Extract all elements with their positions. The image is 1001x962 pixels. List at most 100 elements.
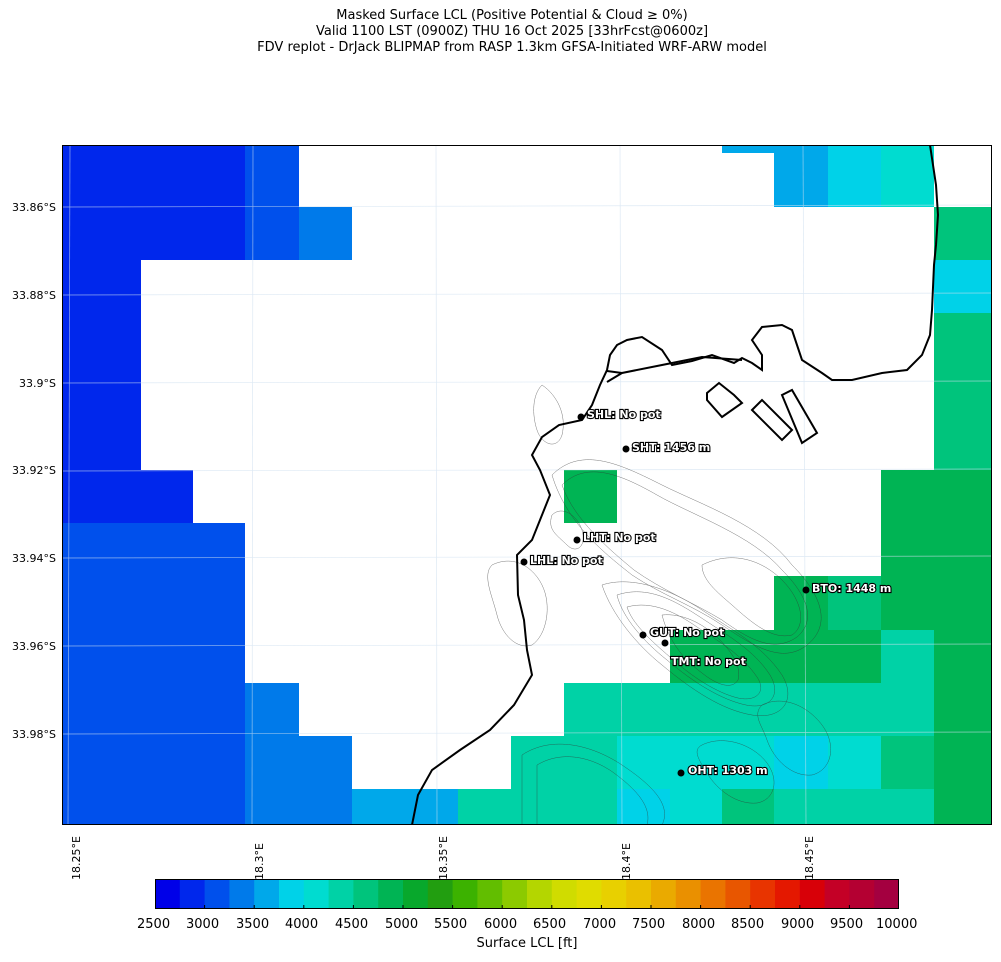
field-cell bbox=[774, 736, 828, 789]
map-border bbox=[62, 145, 992, 825]
colorbar-segment bbox=[849, 879, 875, 909]
site-label: BTO: 1448 m bbox=[812, 582, 891, 595]
field-cell bbox=[722, 789, 774, 825]
colorbar-segment bbox=[378, 879, 404, 909]
y-tick-label: 33.88°S bbox=[12, 289, 56, 302]
colorbar-segment bbox=[725, 879, 751, 909]
field-cell bbox=[299, 736, 352, 825]
x-tick-label: 18.3°E bbox=[253, 843, 266, 880]
colorbar-segment bbox=[204, 879, 230, 909]
map-title: Masked Surface LCL (Positive Potential &… bbox=[0, 8, 1001, 56]
colorbar-segment bbox=[700, 879, 726, 909]
colorbar-tick-label: 2500 bbox=[137, 917, 171, 932]
colorbar-tick-label: 5500 bbox=[434, 917, 468, 932]
masked-cell bbox=[141, 260, 245, 470]
colorbar-segment bbox=[626, 879, 652, 909]
field-cell bbox=[881, 736, 934, 789]
y-tick-label: 33.92°S bbox=[12, 464, 56, 477]
sites-layer bbox=[520, 413, 810, 777]
field-cell bbox=[617, 736, 774, 789]
site-labels: SHL: No pot SHT: 1456 m LHT: No pot LHL:… bbox=[529, 407, 893, 778]
site-marker[interactable] bbox=[577, 413, 585, 421]
site-label: SHL: No pot bbox=[587, 408, 661, 421]
y-tick-label: 33.96°S bbox=[12, 640, 56, 653]
colorbar-segment bbox=[155, 879, 181, 909]
field-cell bbox=[299, 207, 352, 260]
x-tick-label: 18.25°E bbox=[70, 836, 83, 880]
site-marker[interactable] bbox=[622, 445, 630, 453]
harbour-structures bbox=[606, 355, 819, 445]
site-marker[interactable] bbox=[520, 558, 528, 566]
field-cell bbox=[934, 207, 992, 260]
y-tick-label: 33.98°S bbox=[12, 728, 56, 741]
colorbar-segment bbox=[353, 879, 379, 909]
field-cell bbox=[828, 145, 881, 207]
colorbar-segment bbox=[477, 879, 503, 909]
field-cell bbox=[245, 145, 299, 260]
site-marker[interactable] bbox=[802, 586, 810, 594]
colorbar-segment bbox=[750, 879, 776, 909]
field-cell bbox=[564, 470, 617, 523]
field-cell bbox=[881, 145, 934, 207]
field-cell bbox=[245, 683, 299, 825]
field-cell bbox=[62, 145, 245, 260]
colorbar-segment bbox=[651, 879, 677, 909]
x-tick-label: 18.45°E bbox=[803, 836, 816, 880]
colorbar-tick-label: 6500 bbox=[533, 917, 567, 932]
colorbar-segment bbox=[427, 879, 454, 909]
site-marker[interactable] bbox=[573, 536, 581, 544]
site-label: LHT: No pot bbox=[583, 531, 656, 544]
colorbar-segment bbox=[775, 879, 801, 909]
x-tick-label: 18.35°E bbox=[437, 836, 450, 880]
field-cell bbox=[670, 630, 881, 683]
map-panel[interactable]: SHL: No pot SHT: 1456 m LHT: No pot LHL:… bbox=[62, 145, 992, 825]
field-cell bbox=[617, 789, 671, 825]
title-line-1: Masked Surface LCL (Positive Potential &… bbox=[336, 8, 688, 23]
field-cell bbox=[881, 789, 934, 825]
y-tick-label: 33.94°S bbox=[12, 552, 56, 565]
colorbar-tick-label: 8500 bbox=[731, 917, 765, 932]
coastline bbox=[411, 145, 940, 825]
colorbar-segment bbox=[303, 879, 330, 909]
colorbar-label: Surface LCL [ft] bbox=[476, 936, 578, 951]
site-label: LHL: No pot bbox=[530, 554, 603, 567]
colorbar-tick-label: 7500 bbox=[632, 917, 666, 932]
site-marker[interactable] bbox=[661, 639, 669, 647]
field-cell bbox=[828, 576, 881, 630]
colorbar-segment bbox=[452, 879, 478, 909]
colorbar-tick-label: 3000 bbox=[186, 917, 220, 932]
colorbar-tick-label: 9500 bbox=[830, 917, 864, 932]
colorbar-segment bbox=[874, 879, 900, 909]
field-cell bbox=[62, 523, 141, 576]
field-cell bbox=[934, 260, 992, 313]
field-cell bbox=[828, 736, 881, 789]
colorbar-border bbox=[155, 879, 899, 909]
site-label: OHT: 1303 m bbox=[688, 764, 768, 777]
field-cell bbox=[934, 313, 992, 470]
colorbar-segment bbox=[254, 879, 280, 909]
colorbar-tick-label: 3500 bbox=[236, 917, 270, 932]
masked-cell bbox=[193, 470, 245, 523]
site-marker[interactable] bbox=[639, 631, 647, 639]
colorbar-segment bbox=[799, 879, 826, 909]
field-cell bbox=[881, 630, 934, 736]
colorbar bbox=[154, 879, 900, 909]
colorbar-segment bbox=[601, 879, 627, 909]
x-tick-label: 18.4°E bbox=[620, 843, 633, 880]
field-cell bbox=[62, 470, 193, 523]
title-line-3: FDV replot - DrJack BLIPMAP from RASP 1.… bbox=[257, 40, 767, 55]
colorbar-segment bbox=[824, 879, 850, 909]
colorbar-tick-label: 7000 bbox=[583, 917, 617, 932]
title-line-2: Valid 1100 LST (0900Z) THU 16 Oct 2025 [… bbox=[315, 24, 709, 39]
colorbar-tick-label: 4000 bbox=[285, 917, 319, 932]
field-cell bbox=[774, 145, 828, 207]
field-cell bbox=[934, 470, 992, 825]
field-cell bbox=[352, 789, 458, 825]
site-marker[interactable] bbox=[677, 769, 685, 777]
graticule bbox=[62, 145, 992, 825]
colorbar-segment bbox=[279, 879, 305, 909]
colorbar-segment bbox=[675, 879, 702, 909]
y-tick-label: 33.86°S bbox=[12, 201, 56, 214]
colorbar-tick-label: 10000 bbox=[876, 917, 918, 932]
colorbar-tick-label: 6000 bbox=[484, 917, 518, 932]
